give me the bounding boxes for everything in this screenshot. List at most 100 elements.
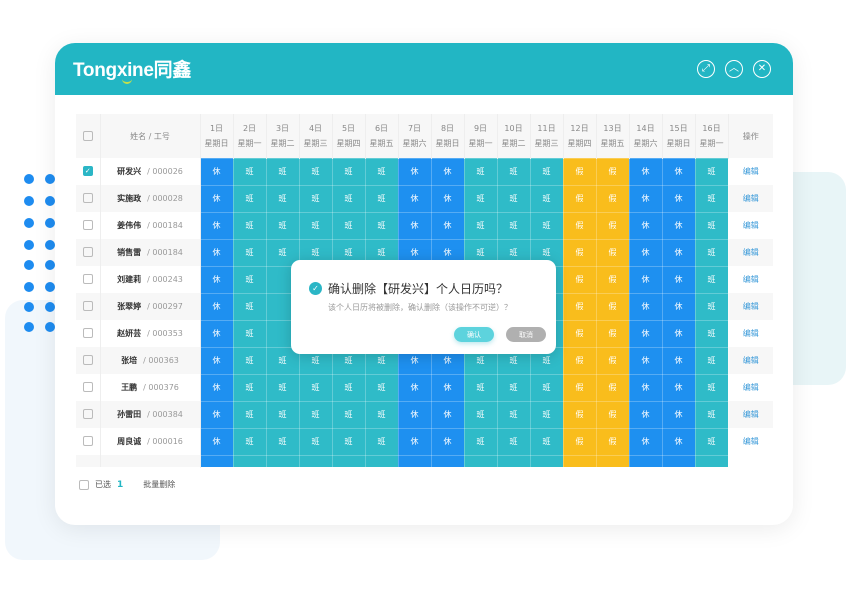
schedule-cell[interactable]: 假 bbox=[562, 319, 597, 348]
schedule-cell[interactable]: 班 bbox=[496, 427, 531, 456]
schedule-cell[interactable]: 休 bbox=[661, 211, 696, 240]
schedule-cell[interactable]: 班 bbox=[331, 427, 366, 456]
schedule-cell[interactable]: 班 bbox=[463, 373, 498, 402]
schedule-cell[interactable]: 班 bbox=[496, 157, 531, 186]
cancel-button[interactable]: 取消 bbox=[506, 327, 546, 342]
schedule-cell[interactable]: 休 bbox=[628, 184, 663, 213]
schedule-cell[interactable]: 班 bbox=[529, 427, 564, 456]
schedule-cell[interactable]: 假 bbox=[595, 265, 630, 294]
schedule-cell[interactable]: 假 bbox=[595, 400, 630, 429]
schedule-cell[interactable]: 休 bbox=[628, 157, 663, 186]
schedule-cell[interactable]: 班 bbox=[298, 427, 333, 456]
schedule-cell[interactable]: 休 bbox=[661, 346, 696, 375]
schedule-cell[interactable]: 班 bbox=[364, 400, 399, 429]
schedule-cell[interactable]: 班 bbox=[265, 238, 300, 267]
schedule-cell[interactable]: 假 bbox=[562, 157, 597, 186]
schedule-cell[interactable]: 班 bbox=[463, 184, 498, 213]
row-checkbox[interactable] bbox=[82, 301, 93, 312]
schedule-cell[interactable]: 休 bbox=[199, 157, 234, 186]
schedule-cell[interactable]: 班 bbox=[298, 157, 333, 186]
schedule-cell[interactable]: 班 bbox=[694, 157, 729, 186]
schedule-cell[interactable]: 休 bbox=[199, 238, 234, 267]
schedule-cell[interactable]: 班 bbox=[265, 373, 300, 402]
schedule-cell[interactable]: 班 bbox=[694, 346, 729, 375]
schedule-cell[interactable]: 休 bbox=[199, 346, 234, 375]
row-checkbox[interactable] bbox=[82, 436, 93, 447]
schedule-cell[interactable]: 班 bbox=[529, 184, 564, 213]
edit-link[interactable]: 编辑 bbox=[728, 320, 773, 347]
schedule-cell[interactable]: 班 bbox=[331, 373, 366, 402]
schedule-cell[interactable]: 休 bbox=[199, 319, 234, 348]
schedule-cell[interactable]: 班 bbox=[694, 238, 729, 267]
schedule-cell[interactable]: 假 bbox=[595, 238, 630, 267]
row-checkbox[interactable] bbox=[82, 382, 93, 393]
schedule-cell[interactable]: 班 bbox=[364, 427, 399, 456]
edit-link[interactable]: 编辑 bbox=[728, 239, 773, 266]
schedule-cell[interactable]: 班 bbox=[529, 373, 564, 402]
edit-link[interactable]: 编辑 bbox=[728, 293, 773, 320]
edit-link[interactable]: 编辑 bbox=[728, 374, 773, 401]
schedule-cell[interactable]: 班 bbox=[232, 319, 267, 348]
schedule-cell[interactable]: 休 bbox=[628, 346, 663, 375]
schedule-cell[interactable]: 休 bbox=[628, 265, 663, 294]
schedule-cell[interactable]: 班 bbox=[232, 238, 267, 267]
schedule-cell[interactable]: 班 bbox=[694, 265, 729, 294]
schedule-cell[interactable]: 休 bbox=[199, 373, 234, 402]
schedule-cell[interactable]: 假 bbox=[562, 265, 597, 294]
schedule-cell[interactable]: 休 bbox=[661, 184, 696, 213]
row-checkbox[interactable] bbox=[82, 220, 93, 231]
schedule-cell[interactable]: 班 bbox=[694, 373, 729, 402]
schedule-cell[interactable]: 假 bbox=[562, 373, 597, 402]
schedule-cell[interactable]: 假 bbox=[595, 346, 630, 375]
schedule-cell[interactable]: 休 bbox=[397, 400, 432, 429]
schedule-cell[interactable]: 班 bbox=[364, 373, 399, 402]
schedule-cell[interactable]: 班 bbox=[463, 400, 498, 429]
schedule-cell[interactable]: 班 bbox=[694, 292, 729, 321]
schedule-cell[interactable]: 班 bbox=[529, 211, 564, 240]
schedule-cell[interactable]: 班 bbox=[265, 400, 300, 429]
schedule-cell[interactable]: 休 bbox=[628, 238, 663, 267]
schedule-cell[interactable]: 假 bbox=[562, 292, 597, 321]
schedule-cell[interactable]: 休 bbox=[199, 184, 234, 213]
schedule-cell[interactable]: 休 bbox=[199, 400, 234, 429]
edit-link[interactable]: 编辑 bbox=[728, 428, 773, 455]
schedule-cell[interactable]: 假 bbox=[562, 184, 597, 213]
schedule-cell[interactable]: 休 bbox=[397, 157, 432, 186]
schedule-cell[interactable]: 班 bbox=[232, 265, 267, 294]
schedule-cell[interactable]: 班 bbox=[364, 157, 399, 186]
select-all-checkbox[interactable] bbox=[82, 131, 93, 141]
schedule-cell[interactable]: 假 bbox=[595, 373, 630, 402]
schedule-cell[interactable]: 休 bbox=[430, 211, 465, 240]
schedule-cell[interactable]: 班 bbox=[463, 157, 498, 186]
schedule-cell[interactable]: 班 bbox=[529, 157, 564, 186]
schedule-cell[interactable]: 班 bbox=[496, 211, 531, 240]
schedule-cell[interactable]: 班 bbox=[265, 157, 300, 186]
schedule-cell[interactable]: 班 bbox=[694, 319, 729, 348]
row-checkbox[interactable] bbox=[82, 355, 93, 366]
schedule-cell[interactable]: 班 bbox=[232, 157, 267, 186]
schedule-cell[interactable]: 休 bbox=[397, 373, 432, 402]
schedule-cell[interactable]: 班 bbox=[364, 211, 399, 240]
schedule-cell[interactable]: 班 bbox=[298, 400, 333, 429]
row-checkbox[interactable] bbox=[82, 274, 93, 285]
expand-icon[interactable]: ⤢ bbox=[697, 60, 715, 78]
schedule-cell[interactable]: 休 bbox=[628, 211, 663, 240]
schedule-cell[interactable]: 班 bbox=[331, 184, 366, 213]
schedule-cell[interactable]: 班 bbox=[232, 400, 267, 429]
close-icon[interactable]: ✕ bbox=[753, 60, 771, 78]
schedule-cell[interactable]: 休 bbox=[661, 319, 696, 348]
schedule-cell[interactable]: 班 bbox=[232, 346, 267, 375]
schedule-cell[interactable]: 休 bbox=[628, 319, 663, 348]
schedule-cell[interactable]: 假 bbox=[595, 184, 630, 213]
schedule-cell[interactable]: 休 bbox=[199, 427, 234, 456]
schedule-cell[interactable]: 班 bbox=[232, 184, 267, 213]
schedule-cell[interactable]: 班 bbox=[331, 157, 366, 186]
schedule-cell[interactable]: 休 bbox=[430, 157, 465, 186]
schedule-cell[interactable]: 班 bbox=[232, 292, 267, 321]
schedule-cell[interactable]: 假 bbox=[595, 319, 630, 348]
schedule-cell[interactable]: 休 bbox=[661, 265, 696, 294]
row-checkbox[interactable] bbox=[82, 328, 93, 339]
row-checkbox[interactable] bbox=[82, 247, 93, 258]
schedule-cell[interactable]: 班 bbox=[265, 211, 300, 240]
schedule-cell[interactable]: 班 bbox=[694, 184, 729, 213]
